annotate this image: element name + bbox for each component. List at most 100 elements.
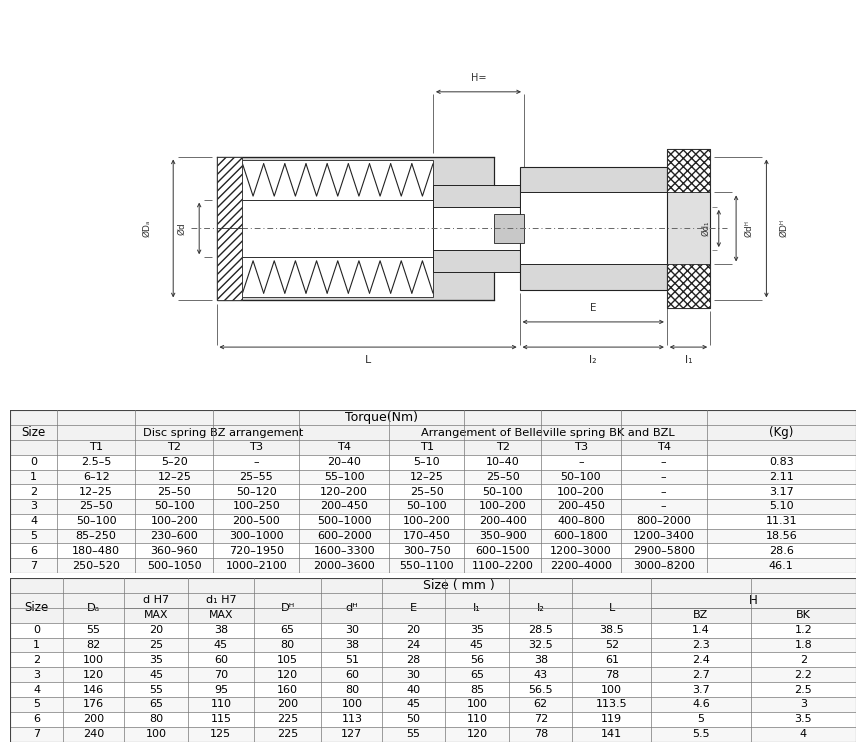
Text: 85–250: 85–250: [75, 531, 117, 541]
Text: 85: 85: [470, 685, 484, 694]
Text: 600–1500: 600–1500: [475, 546, 530, 556]
Text: 115: 115: [210, 715, 231, 724]
Text: 55–100: 55–100: [324, 472, 365, 482]
Text: 50: 50: [406, 715, 421, 724]
Text: 4.6: 4.6: [692, 700, 710, 709]
Text: 176: 176: [83, 700, 104, 709]
Text: 46.1: 46.1: [769, 560, 793, 571]
Text: 25–50: 25–50: [410, 487, 443, 497]
Text: 43: 43: [533, 670, 548, 679]
Text: 2900–5800: 2900–5800: [633, 546, 695, 556]
Text: 110: 110: [467, 715, 488, 724]
Text: 30: 30: [345, 625, 359, 635]
Text: 3.5: 3.5: [794, 715, 812, 724]
Text: 5.10: 5.10: [769, 502, 793, 512]
Text: 28: 28: [406, 655, 421, 665]
Text: d₁ H7: d₁ H7: [205, 595, 236, 605]
Text: 25–50: 25–50: [80, 502, 113, 512]
Text: 12–25: 12–25: [80, 487, 113, 497]
Text: 32.5: 32.5: [528, 640, 553, 650]
Text: 100: 100: [145, 729, 166, 739]
Bar: [216, 200, 494, 257]
Bar: [10, 593, 856, 608]
Text: 1600–3300: 1600–3300: [313, 546, 375, 556]
Text: 120: 120: [83, 670, 104, 679]
Bar: [572, 593, 651, 622]
Text: 1: 1: [33, 640, 40, 650]
Polygon shape: [348, 261, 370, 293]
Text: –: –: [254, 457, 259, 467]
Bar: [433, 207, 520, 250]
Text: 2.3: 2.3: [692, 640, 710, 650]
Text: 200: 200: [83, 715, 104, 724]
Text: T2: T2: [167, 443, 181, 452]
Text: 110: 110: [210, 700, 231, 709]
Text: 2.4: 2.4: [692, 655, 710, 665]
Polygon shape: [370, 164, 391, 196]
Text: 60: 60: [345, 670, 359, 679]
Bar: [63, 593, 125, 622]
Text: E: E: [590, 303, 597, 313]
Text: T2: T2: [495, 443, 510, 452]
Text: 25–50: 25–50: [158, 487, 191, 497]
Bar: [10, 727, 856, 742]
Text: 28.6: 28.6: [769, 546, 793, 556]
Bar: [10, 514, 856, 529]
Text: –: –: [661, 472, 667, 482]
Text: 240: 240: [83, 729, 104, 739]
Text: 200–450: 200–450: [557, 502, 604, 512]
Text: 800–2000: 800–2000: [637, 516, 691, 527]
Polygon shape: [306, 164, 327, 196]
Text: 100: 100: [467, 700, 488, 709]
Bar: [242, 257, 433, 297]
Text: Size: Size: [24, 601, 48, 614]
Text: 61: 61: [604, 655, 619, 665]
Bar: [667, 149, 710, 192]
Text: 5: 5: [697, 715, 704, 724]
Text: BK: BK: [796, 610, 811, 620]
Bar: [10, 529, 856, 544]
Text: 51: 51: [345, 655, 359, 665]
Text: T1: T1: [89, 443, 103, 452]
Text: T4: T4: [656, 443, 671, 452]
Text: 2.5: 2.5: [794, 685, 812, 694]
Text: 4: 4: [799, 729, 807, 739]
Text: 6: 6: [30, 546, 37, 556]
Text: T4: T4: [337, 443, 352, 452]
Text: 2200–4000: 2200–4000: [550, 560, 612, 571]
Text: 20: 20: [406, 625, 421, 635]
Text: 10–40: 10–40: [486, 457, 520, 467]
Text: 200: 200: [277, 700, 298, 709]
Text: Ødᴴ: Ødᴴ: [745, 220, 753, 237]
Text: 2.2: 2.2: [794, 670, 812, 679]
Text: –: –: [661, 502, 667, 512]
Text: 0.83: 0.83: [769, 457, 793, 467]
Bar: [494, 185, 520, 272]
Text: 24: 24: [406, 640, 421, 650]
Text: –: –: [661, 457, 667, 467]
Text: 3.17: 3.17: [769, 487, 793, 497]
Text: L: L: [365, 355, 372, 365]
Text: 100–200: 100–200: [151, 516, 198, 527]
Text: 52: 52: [604, 640, 619, 650]
Text: E: E: [410, 603, 417, 613]
Bar: [520, 167, 667, 290]
Text: 6–12: 6–12: [83, 472, 110, 482]
Text: 120: 120: [467, 729, 488, 739]
Bar: [10, 485, 856, 499]
Text: 3: 3: [30, 502, 37, 512]
Text: l₁: l₁: [473, 603, 481, 613]
Text: 80: 80: [149, 715, 164, 724]
Bar: [10, 712, 856, 727]
Text: 28.5: 28.5: [528, 625, 553, 635]
Bar: [10, 593, 63, 622]
Text: 80: 80: [281, 640, 294, 650]
Text: 11.31: 11.31: [766, 516, 797, 527]
Text: –: –: [578, 457, 584, 467]
Bar: [509, 593, 572, 622]
Text: 70: 70: [214, 670, 228, 679]
Bar: [10, 544, 856, 558]
Text: 6: 6: [33, 715, 40, 724]
Text: 1000–2100: 1000–2100: [225, 560, 288, 571]
Bar: [10, 558, 856, 573]
